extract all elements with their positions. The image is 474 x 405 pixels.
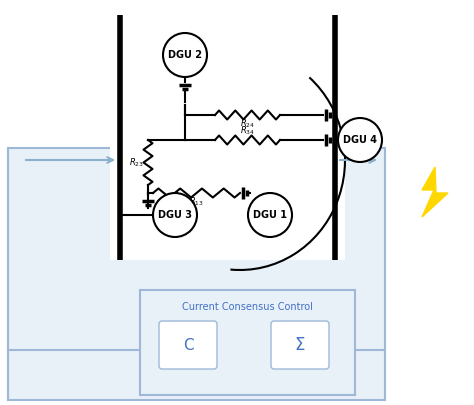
Text: DGU 4: DGU 4 [343, 135, 377, 145]
FancyBboxPatch shape [8, 148, 385, 400]
Circle shape [248, 193, 292, 237]
FancyBboxPatch shape [271, 321, 329, 369]
Text: $R_{24}$: $R_{24}$ [240, 118, 255, 130]
FancyBboxPatch shape [159, 321, 217, 369]
Text: $R_{13}$: $R_{13}$ [189, 196, 204, 208]
Text: $R_{23}$: $R_{23}$ [128, 156, 144, 169]
Text: C: C [182, 337, 193, 352]
Circle shape [163, 33, 207, 77]
FancyBboxPatch shape [140, 290, 355, 395]
Circle shape [153, 193, 197, 237]
Text: $R_{34}$: $R_{34}$ [240, 125, 255, 137]
Polygon shape [422, 167, 448, 217]
Text: DGU 1: DGU 1 [253, 210, 287, 220]
Text: Current Consensus Control: Current Consensus Control [182, 302, 313, 312]
Text: DGU 2: DGU 2 [168, 50, 202, 60]
FancyBboxPatch shape [110, 10, 345, 260]
Circle shape [338, 118, 382, 162]
Text: DGU 3: DGU 3 [158, 210, 192, 220]
Text: Σ: Σ [295, 336, 305, 354]
